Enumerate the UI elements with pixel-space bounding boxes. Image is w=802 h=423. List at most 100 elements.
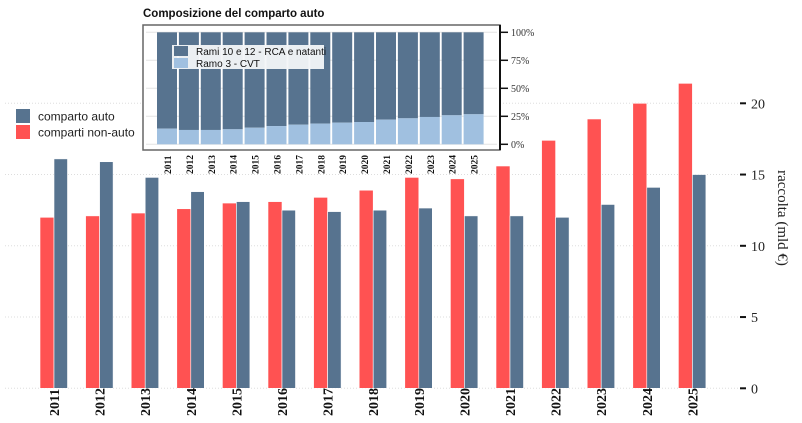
bar-auto-2011 [53,158,68,389]
x-tick-label: 2019 [413,388,428,416]
x-tick-label: 2014 [185,388,200,416]
bar-auto-2023 [600,204,616,389]
inset-legend-swatch [174,58,188,68]
inset-x-tick-label: 2017 [295,155,305,174]
inset-bar-cvt-2025 [463,114,484,145]
bar-auto-2013 [144,177,159,389]
bar-auto-2016 [281,209,296,389]
bar-non-auto-2015 [222,202,237,389]
legend-swatch [16,109,30,123]
inset-legend-swatch [174,46,188,56]
inset-bar-cvt-2024 [441,115,462,145]
x-tick-label: 2021 [504,388,519,416]
inset-x-tick-labels: 2011 2012 2013 2014 2015 2016 2017 2018 2019 2020… [164,155,481,174]
bar-non-auto-2025 [678,83,693,389]
inset-x-tick-label: 2023 [427,155,437,174]
x-tick-label: 2023 [595,388,610,416]
bar-non-auto-2024 [632,103,648,389]
bar-non-auto-2013 [130,212,146,389]
inset-x-tick-label: 2024 [449,155,459,174]
legend-swatch [16,125,30,139]
bar-non-auto-2023 [586,118,602,389]
y-tick-label: 10 [751,240,765,255]
inset-legend-box [172,45,324,69]
inset-x-tick-label: 2021 [383,155,393,174]
bar-non-auto-2021 [495,165,511,389]
bar-non-auto-2020 [450,178,465,389]
y-tick-label: 0 [751,382,758,397]
inset-legend-label: Ramo 3 - CVT [196,59,260,70]
inset-x-tick-label: 2016 [274,155,284,174]
inset-x-tick-label: 2015 [252,155,262,174]
bar-auto-2025 [692,174,707,389]
bar-non-auto-2012 [85,215,100,389]
x-tick-label: 2013 [139,388,154,416]
inset-x-tick-label: 2018 [317,155,327,174]
inset-bar-cvt-2011 [157,128,177,145]
inset-bar-cvt-2018 [310,123,331,145]
bar-non-auto-2014 [176,208,192,389]
x-tick-label: 2012 [94,388,109,416]
inset-bar-cvt-2013 [200,129,221,145]
main-y-axis: 0 5 10 15 20 [740,97,765,397]
y-tick-label: 20 [751,97,765,112]
y-axis-label: raccolta (mld €) [774,170,790,266]
bar-non-auto-2019 [404,177,420,389]
main-chart: 2011 2012 2013 2014 2015 2016 2017 2018 2019 2020… [5,83,790,416]
inset-bar-rca-2021 [376,32,396,120]
x-tick-label: 2015 [230,388,245,416]
inset-y-tick-label: 50% [511,84,529,95]
bar-auto-2017 [327,211,342,389]
legend-label: comparto auto [38,110,115,124]
inset-x-tick-label: 2019 [339,155,349,174]
main-x-tick-labels: 2011 2012 2013 2014 2015 2016 2017 2018 2019 2020… [48,388,701,416]
inset-bar-cvt-2016 [266,126,287,145]
bar-auto-2015 [236,201,251,389]
x-tick-label: 2016 [276,388,291,416]
inset-y-axis: 0% 25% 50% 75% 100% [499,25,534,151]
inset-x-tick-label: 2014 [230,155,240,174]
legend-label: comparti non-auto [38,126,135,140]
inset-bar-rca-2025 [463,32,484,115]
main-legend: comparto auto comparti non-auto [16,109,135,140]
inset-bar-cvt-2014 [222,129,243,145]
x-tick-label: 2017 [322,388,337,416]
inset-bar-rca-2023 [419,32,440,117]
x-tick-label: 2022 [550,388,565,416]
inset-bar-cvt-2015 [244,127,265,145]
bar-auto-2024 [646,187,661,389]
bar-auto-2014 [190,191,205,389]
bar-non-auto-2018 [358,189,374,389]
inset-x-tick-label: 2025 [471,155,481,174]
inset-x-tick-label: 2013 [208,155,218,174]
inset-bar-cvt-2023 [419,116,440,145]
main-bars [39,83,707,389]
x-tick-label: 2024 [641,388,656,416]
inset-chart: Composizione del comparto auto 0% 25% 50% 7… [142,8,534,174]
inset-x-tick-label: 2020 [361,155,371,174]
x-tick-label: 2011 [48,389,63,416]
inset-bar-cvt-2012 [178,129,199,145]
inset-bar-rca-2019 [332,32,353,123]
inset-x-tick-label: 2012 [186,155,196,174]
bar-auto-2019 [418,207,433,389]
inset-bar-rca-2024 [441,32,462,116]
main-gridlines [5,102,740,389]
bar-auto-2020 [464,215,479,389]
inset-bar-cvt-2021 [376,119,396,145]
inset-bar-cvt-2019 [332,122,353,145]
inset-title: Composizione del comparto auto [143,8,324,20]
bar-non-auto-2022 [541,140,556,389]
x-tick-label: 2025 [686,388,701,416]
bar-auto-2012 [99,161,114,389]
bar-non-auto-2017 [313,197,328,389]
inset-bar-cvt-2022 [397,118,418,145]
inset-legend-label: Rami 10 e 12 - RCA e natanti [196,47,326,58]
y-tick-label: 15 [751,169,765,184]
inset-bar-rca-2022 [397,32,418,119]
inset-bar-cvt-2020 [354,122,375,145]
y-tick-label: 5 [751,311,758,326]
inset-x-tick-label: 2011 [164,155,174,174]
